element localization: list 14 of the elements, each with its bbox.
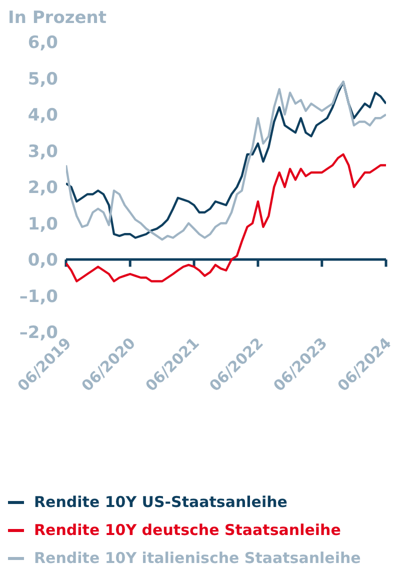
y-tick-label: 4,0 (28, 106, 58, 126)
y-tick-label: 3,0 (28, 142, 58, 162)
y-tick-label: 5,0 (28, 69, 58, 90)
y-tick-label: –1,0 (19, 286, 58, 307)
legend-label: Rendite 10Y US-Staatsanleihe (34, 493, 288, 511)
y-tick-label: –2,0 (19, 323, 58, 344)
y-tick-label: 2,0 (28, 178, 58, 198)
line-series (66, 153, 386, 282)
y-tick-label: 0,0 (28, 250, 58, 271)
y-axis-title: In Prozent (8, 8, 108, 30)
y-tick-label: 1,0 (28, 214, 58, 234)
legend-label: Rendite 10Y italienische Staatsanleihe (34, 549, 361, 567)
legend-label: Rendite 10Y deutsche Staatsanleihe (34, 521, 341, 539)
y-tick-label: 6,0 (28, 33, 58, 54)
